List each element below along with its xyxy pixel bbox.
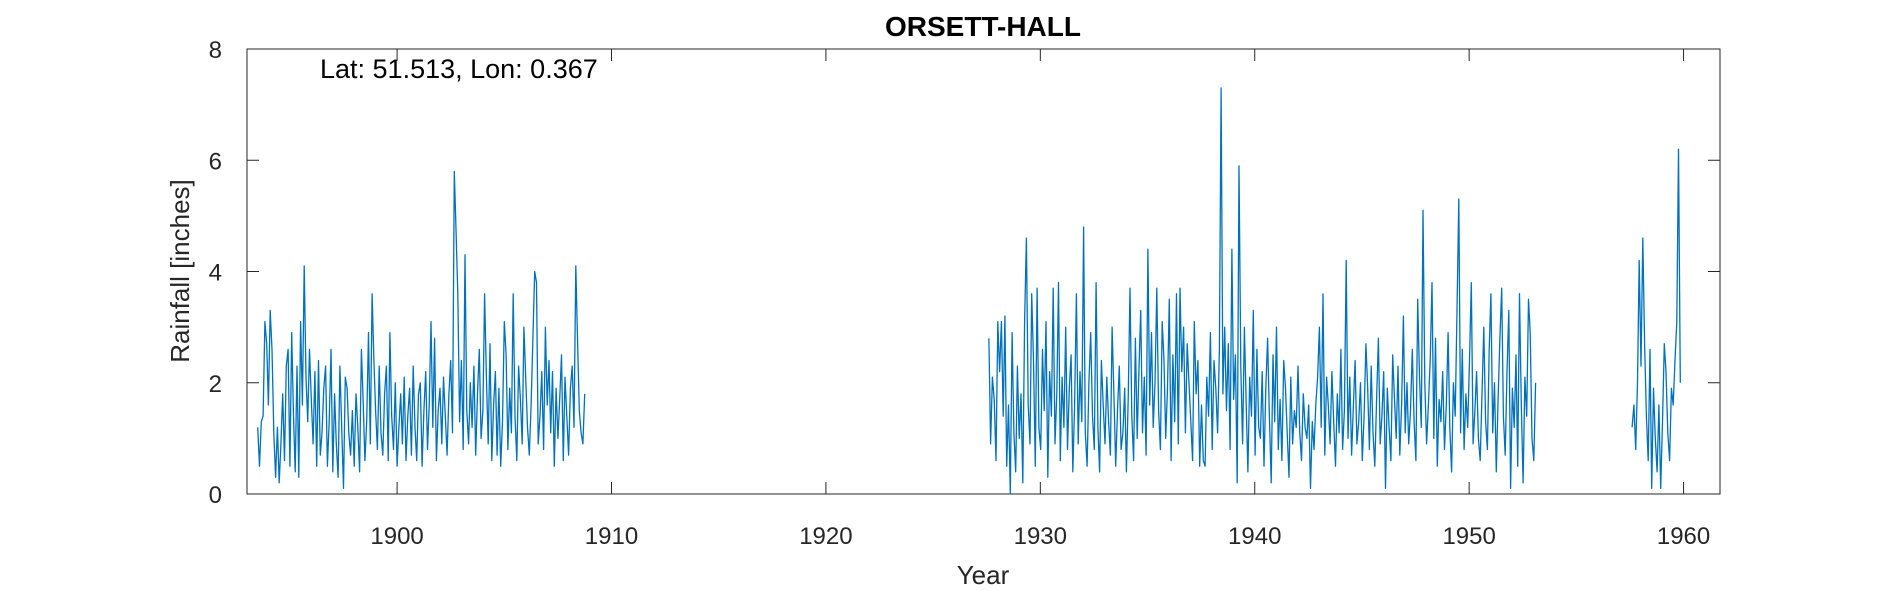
rainfall-line-segment <box>1631 148 1681 490</box>
y-axis-label: Rainfall [inches] <box>165 179 195 363</box>
x-tick-label: 1900 <box>370 523 423 550</box>
x-tick-label: 1950 <box>1442 523 1495 550</box>
y-tick-label: 0 <box>209 482 222 509</box>
x-tick-label: 1940 <box>1228 523 1281 550</box>
x-axis-label: Year <box>957 560 1010 590</box>
y-tick-label: 6 <box>209 148 222 175</box>
y-tick-label: 2 <box>209 371 222 398</box>
y-tick-label: 4 <box>209 260 222 287</box>
x-axis: 1900 1910 1920 1930 1940 1950 1960 <box>370 49 1710 550</box>
x-tick-label: 1960 <box>1657 523 1710 550</box>
rainfall-line-segment <box>257 170 586 490</box>
plot-area <box>246 48 1721 495</box>
x-tick-label: 1910 <box>585 523 638 550</box>
y-axis: 0 2 4 6 8 <box>209 37 1720 509</box>
chart-title: ORSETT-HALL <box>885 11 1081 42</box>
x-tick-label: 1920 <box>799 523 852 550</box>
rainfall-line-segment <box>988 87 1537 495</box>
y-tick-label: 8 <box>209 37 222 64</box>
x-tick-label: 1930 <box>1014 523 1067 550</box>
location-annotation: Lat: 51.513, Lon: 0.367 <box>320 54 598 84</box>
series-layer <box>257 87 1681 495</box>
